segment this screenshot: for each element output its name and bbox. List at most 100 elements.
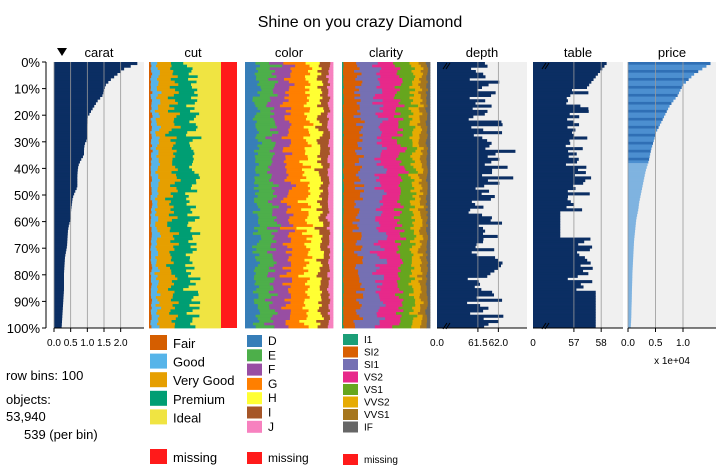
segment-clarity (404, 165, 414, 169)
segment-color (303, 104, 318, 108)
segment-color (255, 125, 278, 129)
missing-band-cut (221, 62, 237, 328)
segment-clarity (342, 325, 345, 329)
segment-clarity (387, 168, 406, 172)
bar-price (628, 205, 639, 209)
segment-cut (157, 93, 175, 97)
bar-price (628, 171, 646, 175)
segment-color (245, 218, 259, 222)
segment-color (319, 218, 328, 222)
segment-clarity (343, 64, 358, 68)
segment-color (286, 168, 303, 172)
segment-color (245, 282, 256, 286)
bar-table (533, 179, 586, 183)
segment-color (328, 88, 334, 92)
segment-clarity (382, 197, 400, 201)
segment-color (327, 112, 334, 116)
segment-clarity (342, 104, 344, 108)
segment-color (316, 117, 330, 121)
bar-carat (54, 285, 64, 289)
segment-color (245, 83, 258, 87)
segment-cut (158, 83, 179, 87)
segment-clarity (412, 322, 422, 326)
segment-clarity (416, 234, 424, 238)
bar-depth (437, 298, 503, 302)
bar-carat (54, 109, 91, 113)
segment-clarity (426, 131, 431, 135)
segment-clarity (381, 184, 400, 188)
bar-depth (437, 120, 502, 124)
bar-depth (437, 144, 490, 148)
segment-color (319, 306, 329, 310)
segment-clarity (412, 306, 421, 310)
segment-color (252, 99, 272, 103)
segment-cut (193, 117, 222, 121)
segment-clarity (396, 250, 412, 254)
segment-clarity (376, 269, 402, 273)
segment-color (259, 93, 279, 97)
segment-clarity (358, 274, 385, 278)
bar-table (533, 80, 592, 84)
segment-clarity (426, 157, 431, 161)
segment-cut (194, 107, 222, 111)
segment-clarity (342, 88, 344, 92)
segment-clarity (425, 274, 431, 278)
segment-clarity (412, 80, 422, 84)
segment-color (273, 264, 292, 268)
segment-clarity (409, 312, 419, 316)
segment-cut (159, 179, 182, 183)
segment-clarity (379, 322, 400, 326)
segment-clarity (342, 224, 344, 228)
bar-table (533, 285, 584, 289)
segment-cut (171, 272, 192, 276)
segment-cut (196, 128, 222, 132)
segment-color (321, 296, 330, 300)
segment-cut (158, 266, 171, 270)
segment-color (311, 205, 323, 209)
legend-label: VS1 (364, 385, 383, 396)
segment-color (302, 306, 320, 310)
segment-color (290, 301, 305, 305)
segment-color (328, 155, 334, 159)
segment-clarity (360, 99, 383, 103)
segment-color (285, 320, 300, 324)
bar-price (628, 136, 655, 140)
segment-cut (170, 253, 187, 257)
segment-cut (149, 160, 152, 164)
segment-cut (170, 298, 192, 302)
segment-color (245, 277, 255, 281)
segment-clarity (372, 272, 399, 276)
segment-cut (150, 155, 157, 159)
segment-cut (186, 202, 222, 207)
bar-depth (437, 245, 476, 249)
segment-clarity (342, 221, 344, 225)
segment-cut (197, 99, 222, 103)
legend-label: Good (173, 355, 205, 370)
segment-cut (155, 221, 168, 225)
segment-cut (151, 187, 159, 191)
bar-depth (437, 181, 500, 185)
segment-color (329, 234, 334, 238)
segment-clarity (381, 139, 398, 143)
segment-cut (158, 218, 173, 222)
segment-clarity (420, 269, 428, 273)
segment-clarity (411, 256, 421, 260)
segment-clarity (409, 200, 421, 204)
segment-clarity (377, 253, 401, 257)
segment-color (329, 131, 334, 135)
y-axis: 0%10%20%30%40%50%60%70%80%90%100% (7, 55, 47, 336)
segment-color (275, 248, 293, 252)
segment-color (257, 107, 275, 111)
segment-color (298, 274, 317, 278)
segment-clarity (342, 322, 344, 326)
segment-color (245, 253, 260, 257)
segment-cut (149, 234, 153, 238)
segment-clarity (362, 139, 382, 143)
segment-color (256, 77, 269, 82)
segment-cut (151, 75, 159, 79)
segment-cut (158, 192, 172, 196)
segment-clarity (343, 290, 357, 294)
segment-color (304, 298, 322, 302)
segment-cut (151, 312, 157, 316)
segment-clarity (419, 293, 428, 297)
